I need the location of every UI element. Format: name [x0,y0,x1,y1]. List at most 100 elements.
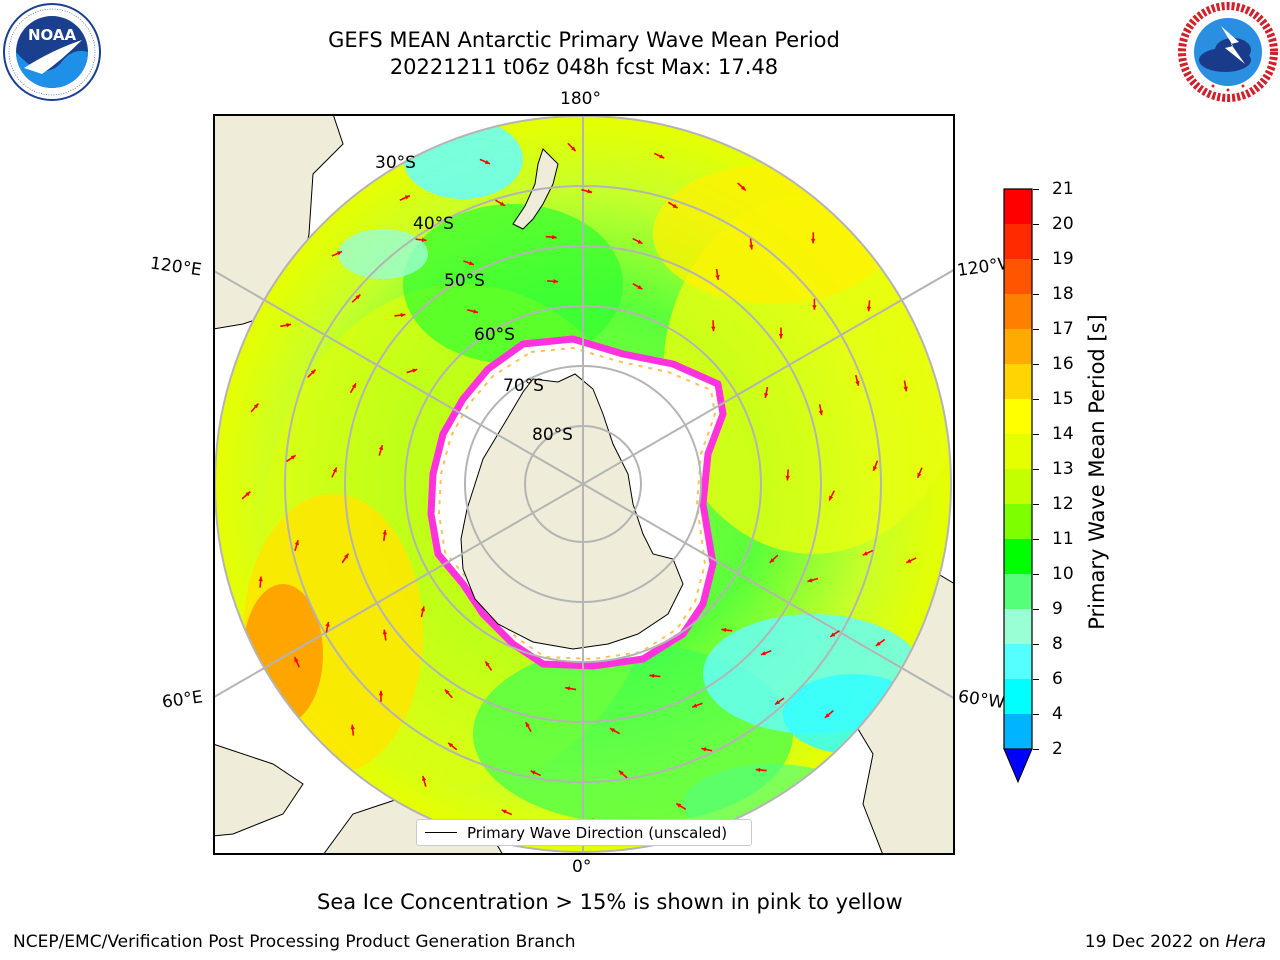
legend-label: Primary Wave Direction (unscaled) [467,823,728,842]
wave-arrow [760,650,772,656]
wave-arrow [378,444,384,456]
lat-label-60s: 60°S [474,325,515,345]
antarctica-landmass [460,373,684,650]
colorbar-tick-label: 16 [1052,354,1074,374]
wave-arrow [691,702,703,708]
colorbar-bin [1004,259,1032,294]
nws-logo-icon [1178,2,1278,102]
wave-arrow [286,454,297,463]
colorbar-tick-mark [1033,329,1039,330]
lat-label-30s: 30°S [375,153,416,173]
map-title: GEFS MEAN Antarctic Primary Wave Mean Pe… [328,28,840,52]
sea-ice-caption: Sea Ice Concentration > 15% is shown in … [317,890,903,914]
colorbar-tick-label: 15 [1052,389,1074,409]
wave-arrow [818,404,824,416]
noaa-logo-icon: NOAA [3,3,101,101]
meridian-line [214,483,584,699]
colorbar-tick-label: 6 [1052,669,1063,689]
colorbar-tick-label: 2 [1052,739,1063,759]
wave-arrow [854,374,860,386]
footer-date-text: 19 Dec 2022 on [1084,932,1226,952]
wave-arrow [862,549,874,556]
colorbar-bin [1004,329,1032,364]
wave-arrow [547,279,559,284]
wave-arrow [749,238,754,250]
wave-arrow [382,529,387,542]
wave-arrow [325,621,330,633]
meridian-line [582,268,954,485]
wave-arrow [737,182,747,191]
wave-arrow [530,770,541,777]
wave-arrow [711,320,716,332]
colorbar-tick-label: 20 [1052,214,1074,234]
caption-wrap: Sea Ice Concentration > 15% is shown in … [214,890,1066,914]
wave-arrow [394,312,406,318]
wave-arrow [501,809,513,816]
colorbar-tick-label: 11 [1052,529,1074,549]
colorbar-tick-mark [1033,364,1039,365]
lat-label-70s: 70°S [503,376,544,396]
wave-arrow [618,770,628,779]
lat-label-50s: 50°S [444,271,485,291]
wave-arrow [715,268,720,280]
colorbar-tick-mark [1033,294,1039,295]
colorbar-tick-label: 18 [1052,284,1074,304]
wave-arrow [349,382,357,394]
wave-arrow [654,152,665,159]
wave-arrow [649,673,661,679]
wave-arrow [829,630,840,638]
colorbar-tick-label: 10 [1052,564,1074,584]
wave-arrow [294,540,299,552]
wave-arrow [567,142,577,152]
wave-arrow [378,690,384,702]
wave-arrow [467,309,479,314]
colorbar-bin [1004,679,1032,714]
wave-arrow [828,490,836,501]
wave-arrow [421,775,427,787]
colorbar-bin [1004,469,1032,504]
meridian-line [214,269,584,485]
colorbar-bin [1004,294,1032,329]
wave-arrow [581,188,593,194]
wave-arrow [755,767,767,773]
wave-arrow [632,237,643,245]
colorbar-bin [1004,609,1032,644]
lon-label-180: 180° [560,89,601,109]
colorbar-label: Primary Wave Mean Period [s] [1085,314,1109,630]
meridian-line [582,483,954,700]
madagascar-landmass [214,743,304,837]
colorbar-tick-mark [1033,574,1039,575]
wave-arrow [415,237,427,243]
footer-date: 19 Dec 2022 on Hera [1085,932,1266,952]
wave-arrow [463,260,475,266]
colorbar [1003,188,1033,783]
wave-arrow [525,721,532,733]
colorbar-tick-mark [1033,539,1039,540]
colorbar-bin [1004,399,1032,434]
map-legend: Primary Wave Direction (unscaled) [416,819,752,846]
wave-arrow [307,369,317,378]
wave-arrow [609,727,620,735]
wave-arrow [545,234,557,240]
wave-arrow [258,576,263,588]
wave-arrow [807,577,819,583]
colorbar-tick-mark [1033,749,1039,750]
wave-arrow [241,491,251,500]
svg-text:NOAA: NOAA [28,26,77,44]
wave-arrow [495,199,506,207]
lat-label-40s: 40°S [413,214,454,234]
footer-host: Hera [1225,932,1266,952]
wave-direction-arrows [241,142,923,823]
colorbar-tick-mark [1033,224,1039,225]
colorbar-tick-mark [1033,434,1039,435]
wave-arrow [701,747,713,752]
colorbar-bin [1004,189,1032,224]
colorbar-tick-mark [1033,399,1039,400]
colorbar-tick-label: 9 [1052,599,1063,619]
colorbar-tick-mark [1033,609,1039,610]
colorbar-tick-mark [1033,679,1039,680]
colorbar-tick-mark [1033,259,1039,260]
colorbar-tick-mark [1033,504,1039,505]
colorbar-tick-mark [1033,644,1039,645]
lon-label-60e: 60°E [160,687,205,713]
